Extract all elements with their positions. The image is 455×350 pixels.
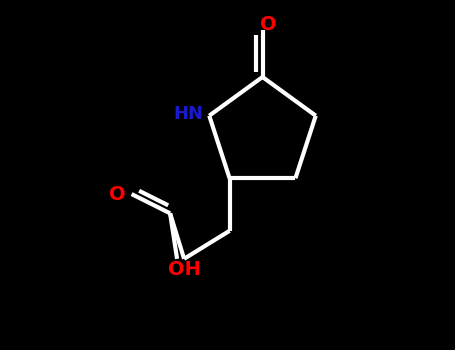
Text: OH: OH xyxy=(167,260,201,279)
Text: O: O xyxy=(260,15,277,34)
Text: O: O xyxy=(109,184,126,204)
Text: HN: HN xyxy=(173,105,203,123)
